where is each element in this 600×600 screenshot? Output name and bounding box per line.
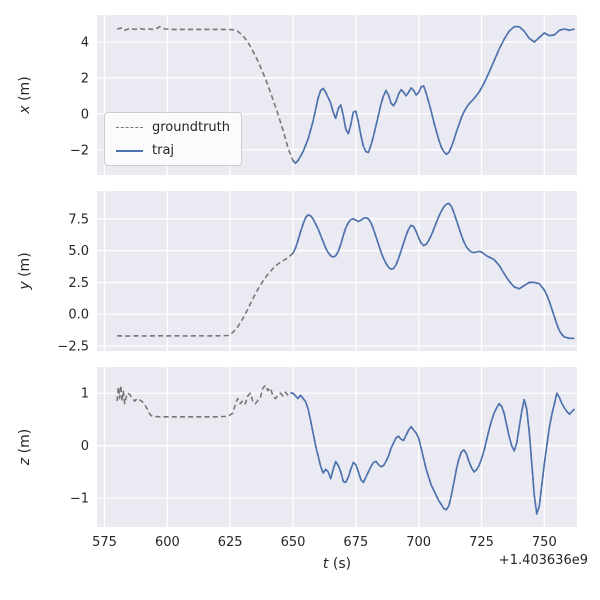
- x-tick-label: 700: [406, 535, 431, 550]
- y-tick-label: 0.0: [68, 308, 89, 323]
- y-tick-label: 2.5: [68, 276, 89, 291]
- y-tick-label: −2: [70, 143, 89, 158]
- y-axis-label-x: x (m): [17, 76, 33, 113]
- legend-label-traj: traj: [152, 143, 175, 158]
- ylabel-y-var: y: [17, 281, 33, 290]
- ylabel-x-unit: (m): [17, 76, 33, 106]
- x-tick-label: 675: [343, 535, 368, 550]
- x-tick-label: 750: [532, 535, 557, 550]
- traj-line: [290, 392, 576, 515]
- axes-background: [97, 367, 577, 527]
- groundtruth-line-sample: [116, 127, 143, 128]
- xlabel-unit: (s): [328, 556, 352, 572]
- traj-line-sample: [116, 149, 143, 152]
- y-tick-label: 0: [81, 439, 89, 454]
- y-tick-label: 2: [81, 71, 89, 86]
- axes-background: [97, 191, 577, 351]
- legend-item-traj: traj: [116, 143, 230, 158]
- x-tick-label: 650: [281, 535, 306, 550]
- legend: groundtruth traj: [104, 112, 243, 166]
- y-tick-label: 4: [81, 35, 89, 50]
- ylabel-z-var: z: [17, 457, 33, 466]
- ylabel-z-unit: (m): [17, 428, 33, 458]
- legend-label-groundtruth: groundtruth: [152, 120, 231, 135]
- x-tick-label: 625: [218, 535, 243, 550]
- x-tick-label: 600: [155, 535, 180, 550]
- ylabel-x-var: x: [17, 105, 33, 114]
- x-tick-label: 575: [92, 535, 117, 550]
- y-tick-label: −1: [70, 492, 89, 507]
- y-axis-label-z: z (m): [17, 429, 33, 465]
- y-tick-label: 0: [81, 107, 89, 122]
- x-axis-offset-text: +1.403636e9: [498, 553, 588, 568]
- traj-line: [292, 25, 575, 165]
- xlabel-var: t: [322, 556, 329, 572]
- groundtruth-line: [116, 25, 575, 165]
- legend-item-groundtruth: groundtruth: [116, 120, 230, 135]
- traj-line: [292, 202, 575, 340]
- y-tick-label: 1: [81, 387, 89, 402]
- y-axis-label-y: y (m): [17, 252, 33, 289]
- x-axis-label: t (s): [97, 556, 577, 572]
- subplot-z: −1 0 1 575 600 625 650 675 700 725 750: [70, 367, 577, 550]
- ylabel-y-unit: (m): [17, 252, 33, 282]
- y-tick-label: 7.5: [68, 212, 89, 227]
- y-tick-label: 5.0: [68, 244, 89, 259]
- subplot-y: −2.5 0.0 2.5 5.0 7.5: [57, 191, 577, 354]
- x-tick-label: 725: [469, 535, 494, 550]
- y-tick-label: −2.5: [57, 339, 89, 354]
